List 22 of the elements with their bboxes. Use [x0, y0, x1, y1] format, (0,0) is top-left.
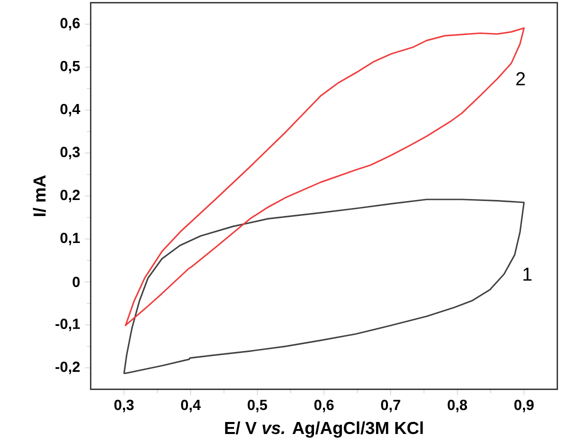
series-label: 1 — [523, 268, 532, 281]
x-tick-label: 0,7 — [381, 400, 400, 412]
y-tick-label: 0,3 — [60, 146, 80, 160]
x-tick-label: 0,3 — [114, 400, 134, 412]
x-tick-label: 0,4 — [181, 400, 201, 412]
y-tick-label: 0,4 — [60, 104, 80, 116]
series-label: 2 — [516, 72, 525, 86]
x-tick-label: 0,9 — [514, 400, 534, 412]
x-tick-label: 0,6 — [314, 400, 334, 412]
y-tick-label: 0,2 — [60, 190, 80, 202]
y-tick-label: 0,5 — [60, 60, 80, 74]
y-tick-label: 0,1 — [60, 232, 80, 246]
x-tick-label: 0,8 — [448, 400, 468, 412]
x-tick-label: 0,5 — [248, 400, 268, 412]
y-tick-label: -0,2 — [56, 362, 80, 374]
y-tick-label: 0 — [72, 276, 80, 288]
y-tick-label: 0,6 — [60, 18, 80, 30]
y-tick-label: -0,1 — [56, 318, 80, 332]
line-series — [123, 198, 525, 375]
y-axis-title: I/ mA — [32, 175, 46, 216]
line-series — [124, 27, 525, 327]
x-axis-title: E/ V vs. Ag/AgCl/3M KCl — [225, 421, 423, 438]
